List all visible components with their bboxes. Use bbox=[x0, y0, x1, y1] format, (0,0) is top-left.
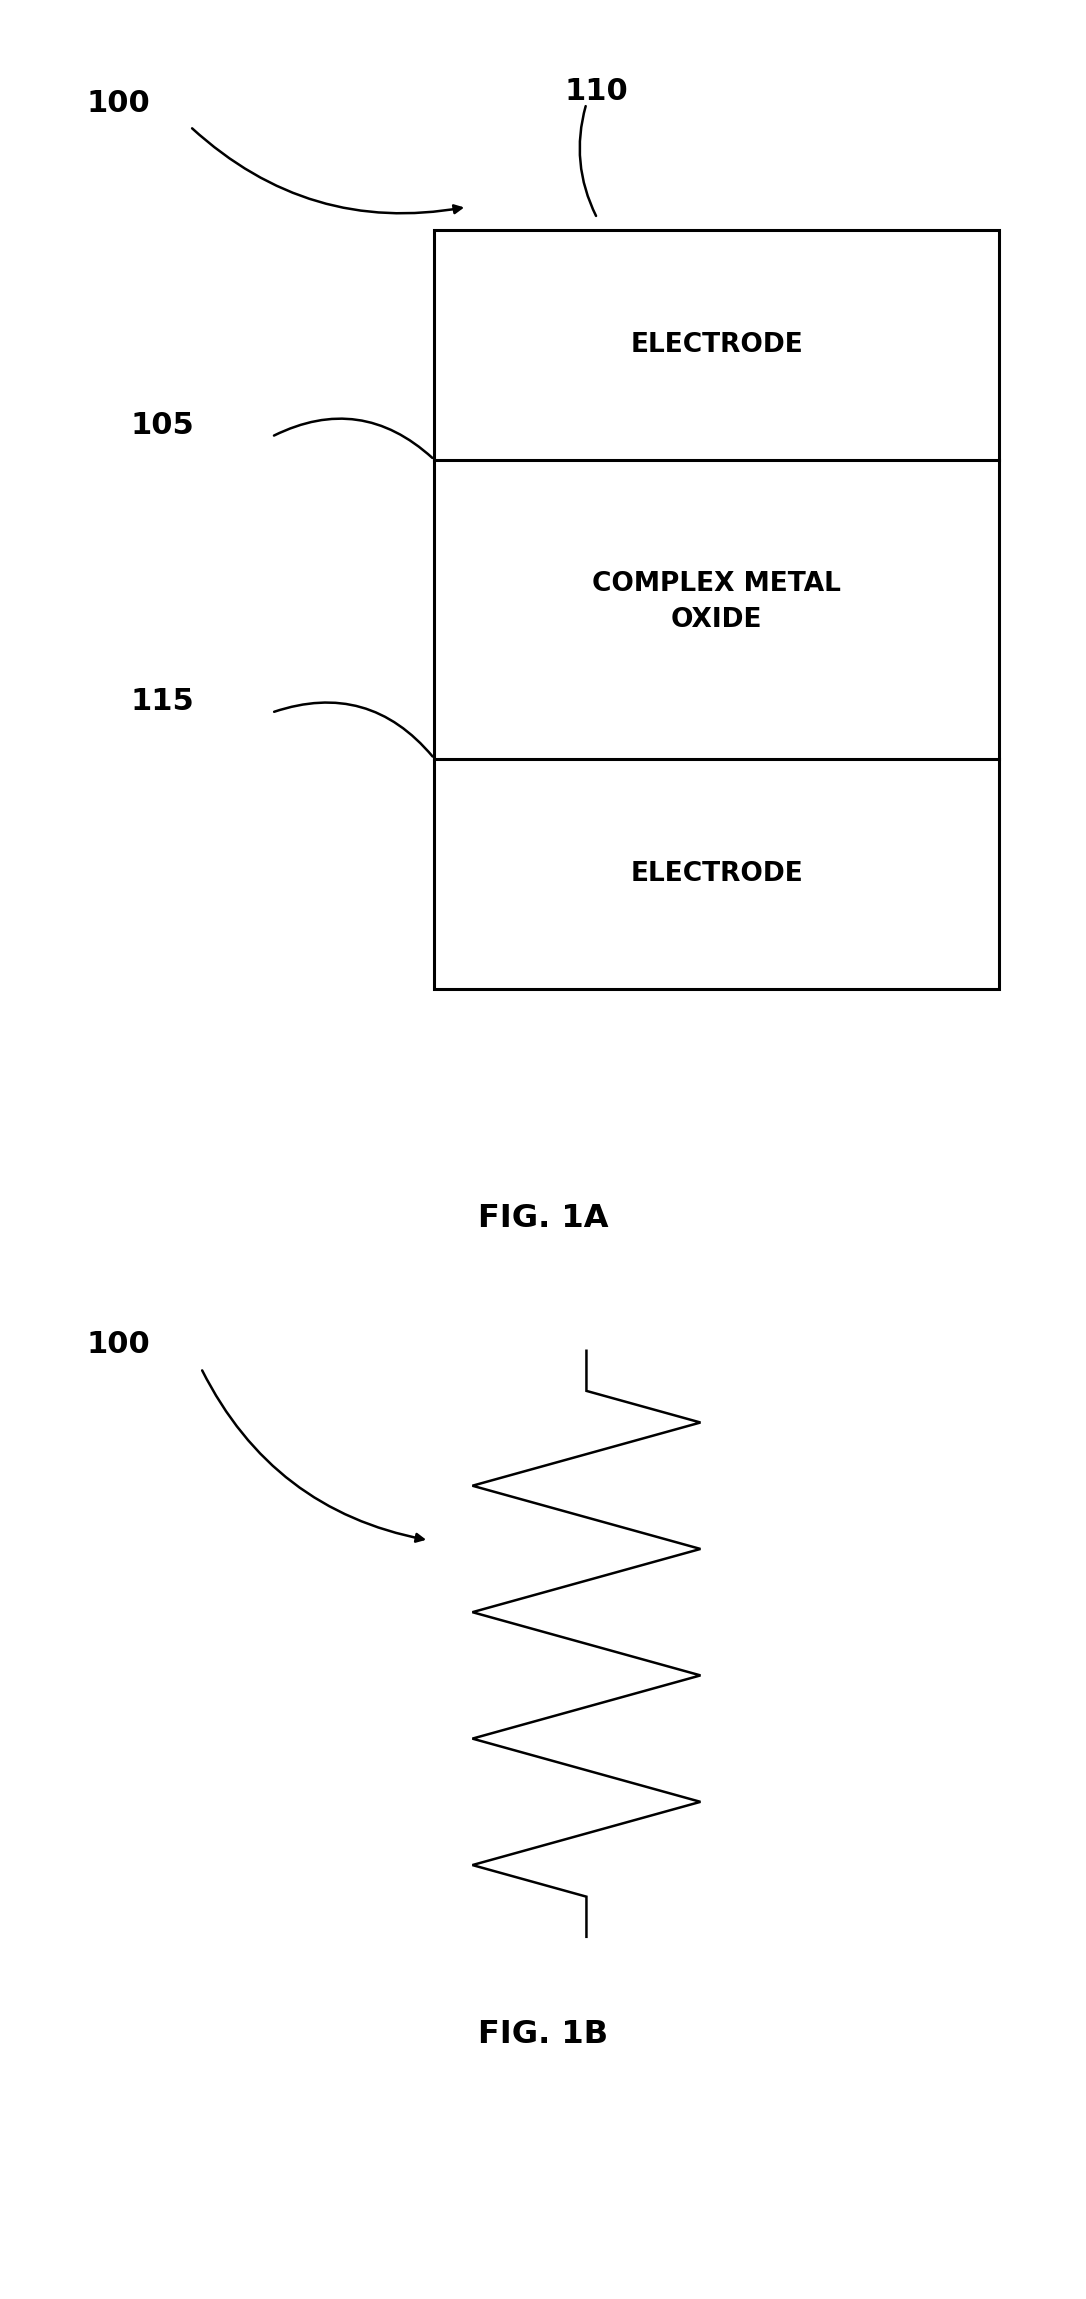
Text: FIG. 1A: FIG. 1A bbox=[478, 1202, 608, 1235]
Text: 105: 105 bbox=[130, 412, 194, 439]
Text: FIG. 1B: FIG. 1B bbox=[478, 2019, 608, 2051]
Text: 100: 100 bbox=[87, 90, 151, 117]
Text: COMPLEX METAL
OXIDE: COMPLEX METAL OXIDE bbox=[592, 572, 842, 632]
Text: 115: 115 bbox=[130, 687, 194, 715]
Text: 110: 110 bbox=[565, 78, 629, 106]
Text: ELECTRODE: ELECTRODE bbox=[630, 331, 804, 359]
Bar bbox=[434, 230, 999, 989]
Text: ELECTRODE: ELECTRODE bbox=[630, 860, 804, 887]
Text: 100: 100 bbox=[87, 1331, 151, 1359]
